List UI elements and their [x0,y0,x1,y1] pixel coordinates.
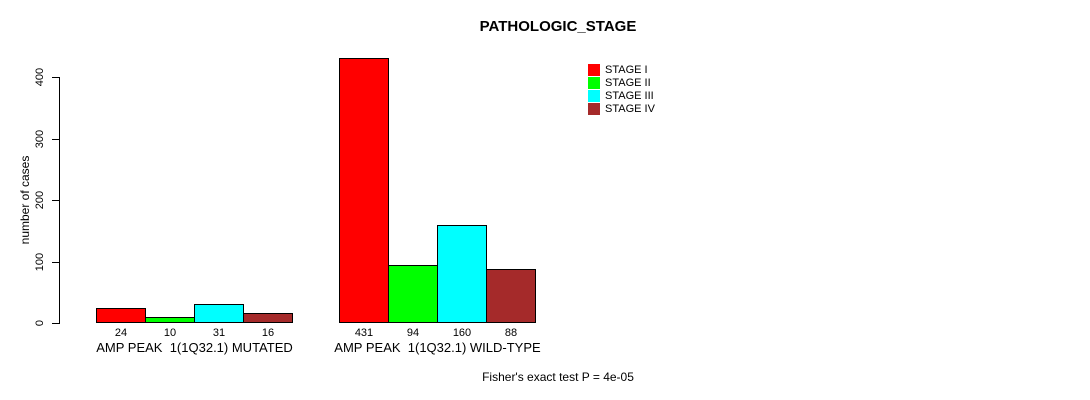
y-tick-label: 400 [34,67,46,87]
bar-value-label: 24 [114,327,128,339]
legend-swatch-icon [588,103,600,115]
y-tick-label: 300 [34,129,46,149]
y-tick-label: 0 [34,319,46,327]
bar-stage-iv [243,313,293,323]
legend-swatch-icon [588,64,600,76]
legend-label: STAGE I [605,64,648,76]
bar-stage-iv [486,269,536,323]
group-label: AMP PEAK 1(1Q32.1) MUTATED [96,340,293,355]
legend-label: STAGE IV [605,103,655,115]
bar-value-label: 88 [504,327,518,339]
legend-label: STAGE III [605,90,654,102]
bar-stage-i [96,308,146,323]
chart-title: PATHOLOGIC_STAGE [479,18,637,35]
bar-value-label: 10 [163,327,177,339]
y-tick [52,77,59,78]
legend-label: STAGE II [605,77,651,89]
legend-swatch-icon [588,77,600,89]
bar-value-label: 160 [452,327,472,339]
bar-value-label: 16 [261,327,275,339]
bar-stage-i [339,58,389,323]
y-tick-label: 200 [34,190,46,210]
y-tick-label: 100 [34,252,46,272]
annotation-text: Fisher's exact test P = 4e-05 [482,370,634,384]
group-label: AMP PEAK 1(1Q32.1) WILD-TYPE [334,340,541,355]
y-axis-line [59,77,60,324]
legend-swatch-icon [588,90,600,102]
bar-value-label: 31 [212,327,226,339]
bar-value-label: 94 [406,327,420,339]
y-tick [52,139,59,140]
bar-stage-iii [194,304,244,323]
y-tick [52,262,59,263]
bar-value-label: 431 [354,327,374,339]
y-tick [52,200,59,201]
y-axis-label: number of cases [18,155,32,245]
y-tick [52,323,59,324]
bar-stage-ii [388,265,438,323]
bar-stage-iii [437,225,487,323]
bar-stage-ii [145,317,195,323]
